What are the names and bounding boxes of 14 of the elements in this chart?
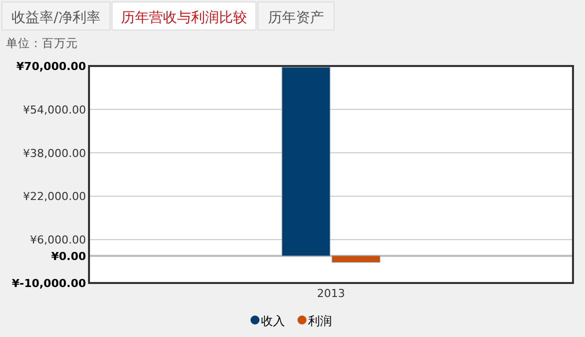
text: 历年资产 [268, 10, 324, 26]
text: 历年营收与利润比较 [121, 10, 247, 26]
y-tick-label: ¥54,000.00 [23, 103, 86, 116]
y-tick-label: ¥70,000.00 [16, 60, 86, 73]
x-tick-label: 2013 [317, 287, 345, 300]
text: 单位：百万元 [6, 36, 78, 50]
y-tick-label: ¥0.00 [51, 250, 86, 263]
legend-label: 利润 [308, 314, 332, 328]
y-tick-label: ¥-10,000.00 [12, 277, 86, 290]
y-tick-label: ¥22,000.00 [23, 190, 86, 204]
legend-label: 收入 [261, 314, 285, 328]
y-tick-label: ¥38,000.00 [23, 146, 86, 160]
text: 收益率/净利率 [12, 10, 100, 26]
y-tick-label: ¥6,000.00 [30, 234, 86, 247]
